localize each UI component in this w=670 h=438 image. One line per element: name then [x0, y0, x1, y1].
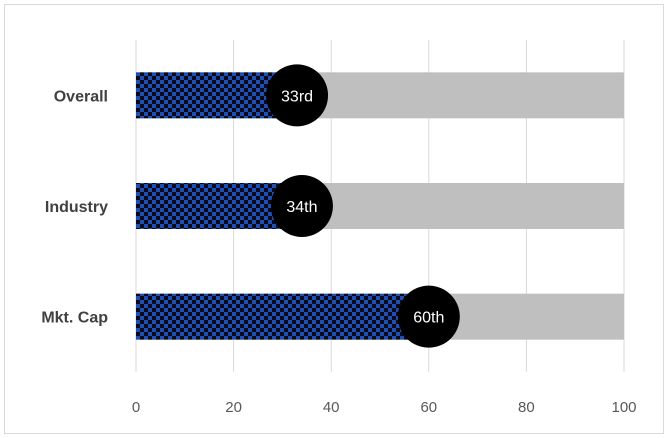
value-bar — [136, 293, 429, 340]
rank-markers: 33rd 34th 60th — [266, 64, 460, 348]
x-tick-label: 40 — [323, 399, 340, 416]
rank-marker — [266, 64, 329, 127]
value-axis: 0 20 40 60 80 100 — [132, 399, 637, 416]
x-tick-label: 80 — [518, 399, 535, 416]
category-label: Industry — [45, 199, 108, 216]
bars — [136, 72, 624, 340]
rank-marker — [397, 285, 460, 348]
x-tick-label: 60 — [420, 399, 437, 416]
x-tick-label: 20 — [225, 399, 242, 416]
x-tick-label: 100 — [611, 399, 636, 416]
rank-marker — [270, 175, 333, 237]
rank-marker-label: 33rd — [281, 88, 313, 105]
category-label: Mkt. Cap — [41, 310, 108, 327]
x-tick-label: 0 — [132, 399, 140, 416]
category-label: Overall — [54, 88, 108, 105]
rank-marker-label: 34th — [286, 199, 317, 216]
category-axis: Overall Industry Mkt. Cap — [41, 88, 108, 326]
rank-marker-label: 60th — [413, 310, 444, 327]
